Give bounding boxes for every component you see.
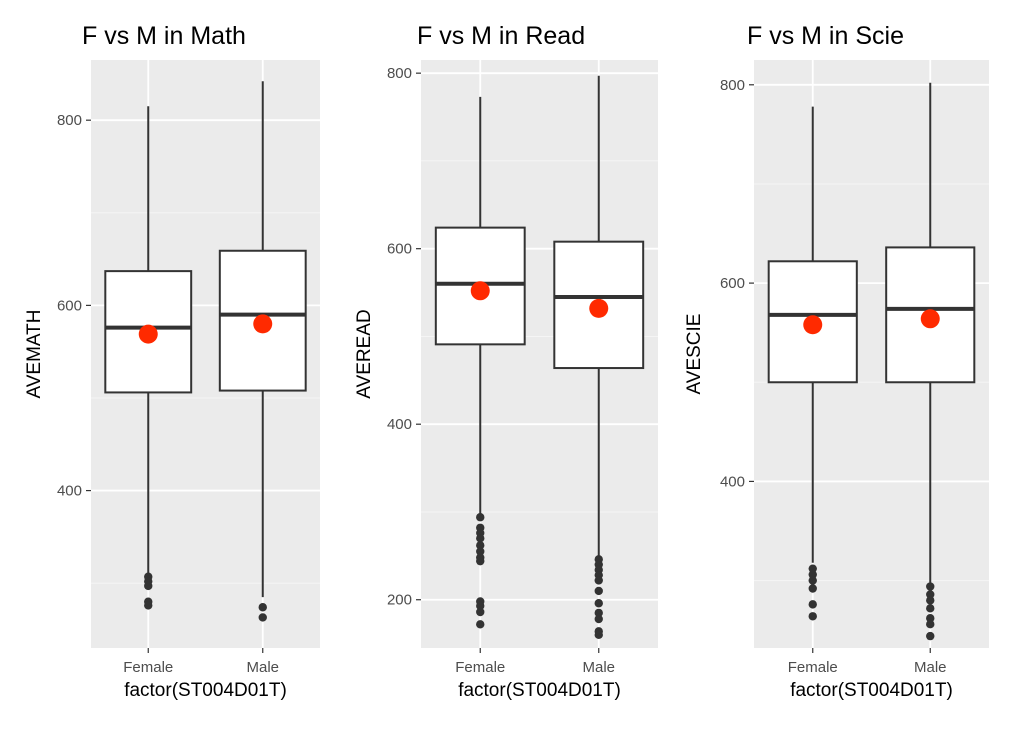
chart-panel-1: 400 600 800 Female Male F vs M in Math factor(… <box>24 22 320 701</box>
y-tick-label: 400 <box>387 416 412 433</box>
outlier-point <box>808 584 817 593</box>
y-tick-label: 800 <box>57 112 82 129</box>
outlier-point <box>926 604 935 613</box>
outlier-point <box>594 630 603 640</box>
y-axis-title: AVESCIE <box>684 314 705 395</box>
x-tick-label-male: Male <box>246 659 279 676</box>
outlier-point <box>926 631 935 641</box>
chart-panel-2: 200 400 600 800 Female Male F vs M in Read fact… <box>354 22 658 701</box>
outlier-point <box>926 614 935 623</box>
chart-title: F vs M in Read <box>417 22 585 50</box>
x-axis-title: factor(ST004D01T) <box>790 680 953 701</box>
y-tick-label: 400 <box>720 473 745 490</box>
chart-panel-3: 400 600 800 Female Male F vs M in Scie factor(… <box>684 22 989 701</box>
outlier-point <box>144 601 153 610</box>
mean-point <box>803 315 823 335</box>
x-tick-label-male: Male <box>914 659 947 676</box>
outlier-point <box>926 620 935 629</box>
mean-point <box>470 281 490 301</box>
x-tick-label-male: Male <box>582 659 615 676</box>
mean-point <box>589 298 609 318</box>
y-axis-title: AVEMATH <box>24 309 45 398</box>
outlier-point <box>476 547 485 556</box>
outlier-point <box>926 590 935 599</box>
y-tick-label: 600 <box>720 275 745 292</box>
box-female <box>434 96 526 629</box>
box-male <box>218 81 307 622</box>
outlier-point <box>258 603 267 612</box>
outlier-point <box>594 576 603 585</box>
chart-title: F vs M in Math <box>82 22 246 50</box>
outlier-point <box>476 534 485 543</box>
x-tick-label-female: Female <box>455 659 505 676</box>
outlier-point <box>808 612 817 621</box>
x-tick-label-female: Female <box>788 659 838 676</box>
outlier-point <box>808 576 817 585</box>
box-male <box>553 75 645 640</box>
y-tick-label: 600 <box>57 297 82 314</box>
outlier-point <box>476 601 485 611</box>
y-tick-label: 200 <box>387 592 412 609</box>
box-female <box>767 106 858 621</box>
mean-point <box>920 309 940 329</box>
outlier-point <box>476 556 485 566</box>
outlier-point <box>808 570 817 579</box>
chart-title: F vs M in Scie <box>747 22 904 50</box>
outlier-point <box>808 564 817 573</box>
box-iqr <box>218 249 307 392</box>
x-axis-title: factor(ST004D01T) <box>124 680 287 701</box>
y-tick-label: 800 <box>720 77 745 94</box>
mean-point <box>253 314 273 334</box>
x-axis-title: factor(ST004D01T) <box>458 680 621 701</box>
outlier-point <box>144 581 153 591</box>
outlier-point <box>926 596 935 605</box>
y-tick-label: 600 <box>387 241 412 258</box>
outlier-point <box>476 513 485 522</box>
box-female <box>104 106 193 610</box>
outlier-point <box>808 600 817 609</box>
outlier-point <box>476 541 485 550</box>
mean-point <box>138 324 158 344</box>
outlier-point <box>258 613 267 622</box>
outlier-point <box>594 608 603 618</box>
outlier-point <box>476 607 485 617</box>
x-tick-label-female: Female <box>123 659 173 676</box>
outlier-point <box>476 620 485 629</box>
outlier-point <box>594 599 603 608</box>
box-male <box>885 82 976 641</box>
y-tick-label: 800 <box>387 65 412 82</box>
outlier-point <box>594 586 603 596</box>
y-axis-title: AVEREAD <box>354 309 375 398</box>
outlier-point <box>594 614 603 624</box>
y-tick-label: 400 <box>57 483 82 500</box>
outlier-point <box>926 582 935 591</box>
